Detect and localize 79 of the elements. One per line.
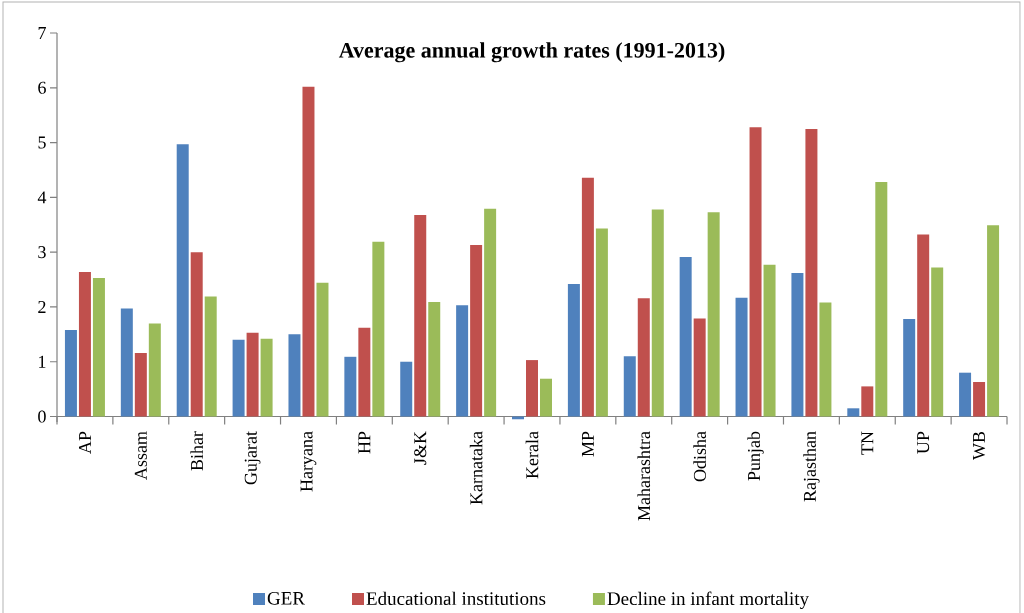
x-tick-label: Bihar — [190, 431, 204, 471]
x-tick-label: Karnataka — [469, 431, 483, 505]
bar — [232, 339, 245, 417]
bar — [693, 318, 706, 417]
bar — [190, 252, 203, 417]
x-tick-label: Punjab — [747, 431, 764, 481]
bar — [302, 86, 315, 417]
bar — [470, 245, 483, 417]
y-tick-label: 1 — [39, 355, 46, 368]
bar — [875, 182, 888, 417]
bar — [805, 128, 818, 417]
y-tick-label: 5 — [38, 136, 46, 149]
y-tick-label: 6 — [38, 81, 46, 94]
bar — [484, 208, 497, 417]
bar — [791, 272, 804, 417]
bar — [917, 234, 930, 417]
bar — [372, 241, 385, 417]
bar — [581, 177, 594, 417]
bar — [526, 360, 539, 417]
bar — [246, 332, 259, 417]
x-tick-label: TN — [861, 431, 874, 455]
bar — [414, 214, 427, 417]
bar — [595, 228, 608, 417]
bar — [148, 323, 161, 417]
x-tick-label: WB — [973, 431, 986, 461]
bar — [260, 338, 273, 417]
x-tick-label: Gujarat — [244, 431, 261, 485]
bar — [735, 297, 748, 417]
bar — [861, 386, 874, 417]
bar — [651, 209, 664, 417]
bar — [92, 277, 105, 417]
x-tick-label: MP — [581, 431, 594, 457]
bar — [64, 329, 77, 417]
bar — [903, 319, 916, 417]
bar — [749, 127, 762, 417]
x-tick-label: Odisha — [693, 431, 706, 482]
x-tick-label: HP — [358, 431, 371, 454]
x-tick-label: J&K — [414, 431, 427, 465]
bar — [358, 327, 371, 417]
legend-label: Decline in infant mortality — [607, 591, 809, 610]
legend-label: Educational institutions — [366, 591, 546, 606]
x-tick-label: UP — [917, 431, 930, 454]
bar — [567, 283, 580, 417]
y-tick-label: 7 — [38, 27, 46, 39]
x-tick-label: Rajasthan — [803, 431, 820, 502]
bar — [134, 352, 147, 417]
bar — [316, 282, 329, 417]
bar — [637, 298, 650, 417]
y-tick-label: 4 — [37, 191, 47, 204]
bar — [344, 356, 357, 417]
bar — [456, 305, 469, 417]
bar — [540, 378, 553, 417]
y-tick-label: 2 — [38, 300, 46, 313]
x-tick-label: Kerala — [525, 431, 539, 479]
bar — [847, 408, 860, 417]
bar — [931, 267, 944, 417]
bar — [987, 225, 1000, 417]
bar — [120, 308, 133, 417]
bar — [204, 296, 217, 417]
bar — [400, 361, 413, 417]
x-tick-label: Maharashtra — [637, 431, 651, 521]
bar — [959, 372, 972, 417]
bar — [428, 302, 441, 417]
y-tick-label: 3 — [38, 246, 46, 259]
x-tick-label: AP — [79, 431, 91, 454]
bar — [819, 302, 832, 417]
bar — [679, 257, 692, 417]
y-tick-label: 0 — [38, 410, 46, 423]
bar — [707, 212, 720, 417]
bar — [623, 356, 636, 417]
bar — [973, 382, 986, 417]
bar — [78, 271, 91, 417]
bar — [763, 264, 776, 417]
x-tick-label: Assam — [134, 431, 147, 480]
bar — [176, 144, 189, 417]
chart-title: Average annual growth rates (1991-2013) — [338, 42, 725, 63]
legend-label: GER — [267, 591, 305, 605]
bar — [288, 334, 301, 417]
x-tick-label: Haryana — [300, 431, 317, 492]
